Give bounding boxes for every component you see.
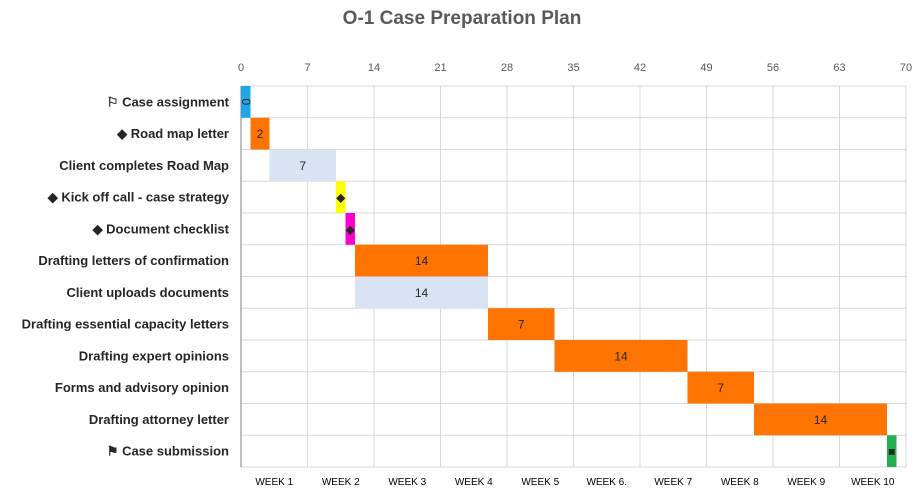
task-bar bbox=[554, 340, 688, 372]
task-bar bbox=[488, 308, 555, 340]
task-label: Drafting expert opinions bbox=[79, 348, 229, 363]
task-icon: ◆ bbox=[116, 126, 131, 141]
task-label: ⚑ Case submission bbox=[107, 444, 229, 459]
chart-title: O-1 Case Preparation Plan bbox=[342, 8, 582, 29]
week-label: WEEK 3 bbox=[388, 477, 426, 488]
x-tick-label: 28 bbox=[501, 62, 513, 74]
week-label: WEEK 1 bbox=[255, 477, 293, 488]
task-label: Drafting essential capacity letters bbox=[22, 317, 229, 332]
bar-data-label: ■ bbox=[888, 445, 895, 459]
task-label: ◆ Kick off call - case strategy bbox=[47, 190, 230, 205]
x-tick-label: 42 bbox=[634, 62, 646, 74]
task-label: Drafting attorney letter bbox=[89, 412, 229, 427]
week-label: WEEK 8 bbox=[721, 477, 759, 488]
bar-data-label: 7 bbox=[717, 381, 724, 395]
task-label: Forms and advisory opinion bbox=[55, 380, 229, 395]
bar-data-label: 7 bbox=[518, 318, 525, 332]
bar-data-label: 0 bbox=[239, 99, 253, 106]
task-name: Case submission bbox=[122, 444, 229, 459]
task-bar bbox=[336, 181, 346, 213]
task-bar bbox=[355, 276, 488, 309]
task-label: ⚐ Case assignment bbox=[107, 94, 230, 109]
task-label: Client completes Road Map bbox=[59, 158, 229, 173]
x-tick-label: 7 bbox=[304, 62, 310, 74]
week-label: WEEK 6. bbox=[586, 477, 627, 488]
bar-data-label: 14 bbox=[614, 349, 628, 363]
task-name: Drafting attorney letter bbox=[89, 412, 229, 427]
task-label: ◆ Road map letter bbox=[116, 126, 229, 141]
bar-data-label: 2 bbox=[257, 127, 264, 141]
task-name: Drafting essential capacity letters bbox=[22, 317, 229, 332]
x-tick-label: 49 bbox=[700, 62, 712, 74]
bar-data-label: 7 bbox=[299, 159, 306, 173]
bar-data-label: 14 bbox=[814, 413, 828, 427]
week-label: WEEK 9 bbox=[787, 477, 825, 488]
task-bar bbox=[269, 149, 336, 182]
task-icon: ⚐ bbox=[107, 94, 122, 109]
task-icon: ◆ bbox=[92, 221, 107, 236]
task-name: Road map letter bbox=[131, 126, 229, 141]
task-name: Drafting letters of confirmation bbox=[38, 253, 229, 268]
x-tick-label: 63 bbox=[833, 62, 845, 74]
task-bar bbox=[754, 403, 887, 436]
x-tick-label: 56 bbox=[767, 62, 779, 74]
task-icon: ◆ bbox=[47, 190, 62, 205]
task-bar bbox=[887, 435, 897, 467]
task-icon: ⚑ bbox=[107, 444, 122, 459]
bar-data-label: 14 bbox=[415, 254, 429, 268]
task-name: Kick off call - case strategy bbox=[61, 190, 229, 205]
task-bar bbox=[687, 371, 754, 404]
task-bar bbox=[250, 117, 270, 150]
x-tick-label: 14 bbox=[368, 62, 380, 74]
task-bar bbox=[355, 244, 488, 277]
task-label: Client uploads documents bbox=[66, 285, 229, 300]
week-label: WEEK 4 bbox=[455, 477, 493, 488]
week-label: WEEK 7 bbox=[654, 477, 692, 488]
task-name: Client completes Road Map bbox=[59, 158, 229, 173]
bar-layer bbox=[241, 86, 897, 467]
task-name: Case assignment bbox=[122, 94, 230, 109]
task-bar bbox=[345, 213, 355, 245]
x-tick-label: 0 bbox=[238, 62, 244, 74]
task-name: Forms and advisory opinion bbox=[55, 380, 229, 395]
week-label: WEEK 10 bbox=[851, 477, 895, 488]
task-name: Document checklist bbox=[106, 221, 229, 236]
task-bar bbox=[241, 86, 251, 118]
bar-data-label: ◆ bbox=[346, 222, 356, 236]
task-name: Drafting expert opinions bbox=[79, 348, 229, 363]
x-tick-label: 70 bbox=[900, 62, 912, 74]
task-label: ◆ Document checklist bbox=[92, 221, 230, 236]
task-label: Drafting letters of confirmation bbox=[38, 253, 229, 268]
task-name: Client uploads documents bbox=[66, 285, 229, 300]
x-tick-label: 21 bbox=[434, 62, 446, 74]
week-label: WEEK 5 bbox=[521, 477, 559, 488]
bar-data-label: 14 bbox=[415, 286, 429, 300]
bar-data-label: ◆ bbox=[336, 191, 346, 205]
x-tick-label: 35 bbox=[567, 62, 579, 74]
week-label: WEEK 2 bbox=[322, 477, 360, 488]
